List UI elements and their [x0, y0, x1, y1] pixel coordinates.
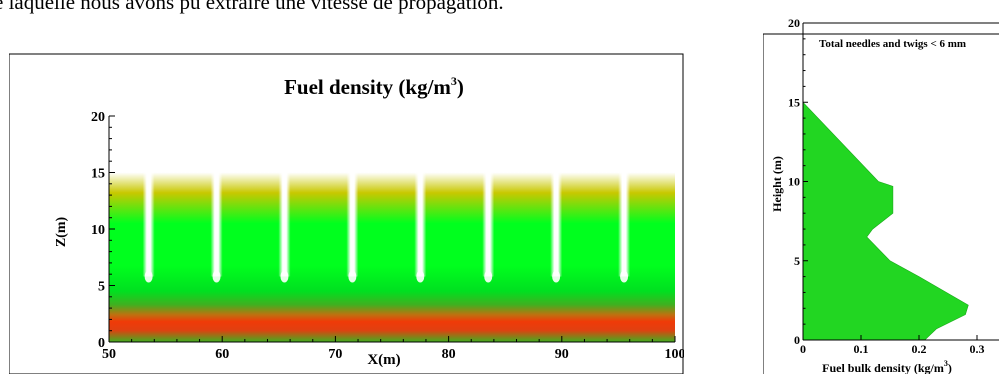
heatmap-y-tick-label: 0 [98, 336, 105, 351]
profile-y-label: Height (m) [770, 156, 784, 212]
density-profile-area [802, 101, 969, 341]
profile-x-label: Fuel bulk density (kg/m3) [822, 359, 952, 374]
heatmap-x-tick-label: 50 [102, 347, 116, 362]
crown-gap [414, 172, 427, 283]
profile-y-tick-label: 0 [794, 333, 800, 347]
crown-gap [278, 172, 291, 283]
profile-axes: 0 5 10 15 20 0 0.1 0.2 0.3 [788, 16, 999, 356]
heatmap-x-tick-label: 90 [555, 347, 569, 362]
heatmap-y-tick-label: 10 [91, 223, 105, 238]
crown-gap [346, 172, 359, 283]
heatmap-x-tick-label: 60 [215, 347, 229, 362]
heatmap-y-tick-label: 15 [91, 167, 105, 182]
profile-x-tick-label: 0 [800, 342, 806, 356]
profile-y-tick-label: 15 [788, 95, 800, 109]
heatmap-x-tick-label: 100 [665, 347, 685, 362]
fuel-density-figure: Fuel density (kg/m3) 0.000.060.120.180.2… [9, 53, 684, 374]
profile-annotation: Total needles and twigs < 6 mm [819, 38, 966, 50]
crown-gap [550, 172, 563, 283]
heatmap-y-tick-label: 5 [98, 280, 105, 295]
crown-gap [618, 172, 631, 283]
heatmap-x-tick-label: 70 [328, 347, 342, 362]
heatmap-y-tick-label: 20 [91, 110, 105, 125]
heatmap-x-tick-label: 80 [442, 347, 456, 362]
fuel-profile-figure: 0 5 10 15 20 0 0.1 0.2 0.3 Total needles and twi… [763, 16, 999, 374]
body-text-line: e laquelle nous avons pu extraire une vi… [0, 0, 504, 14]
crown-gap [482, 172, 495, 283]
profile-x-tick-label: 0.3 [970, 342, 985, 356]
crown-gap [210, 172, 223, 283]
profile-y-tick-label: 20 [788, 16, 800, 30]
profile-y-tick-label: 5 [794, 254, 800, 268]
heatmap-field [109, 116, 675, 342]
profile-y-tick-label: 10 [788, 175, 800, 189]
profile-x-tick-label: 0.1 [854, 342, 869, 356]
figure-frame [9, 53, 684, 374]
heatmap-y-label: Z(m) [54, 217, 69, 248]
profile-x-tick-label: 0.2 [912, 342, 927, 356]
crown-gap [142, 172, 155, 283]
heatmap-title: Fuel density (kg/m3) [284, 74, 464, 99]
heatmap-x-label: X(m) [367, 352, 400, 368]
heatmap-axes: 0 5 10 15 20 50 60 70 80 90 100 [91, 110, 684, 362]
